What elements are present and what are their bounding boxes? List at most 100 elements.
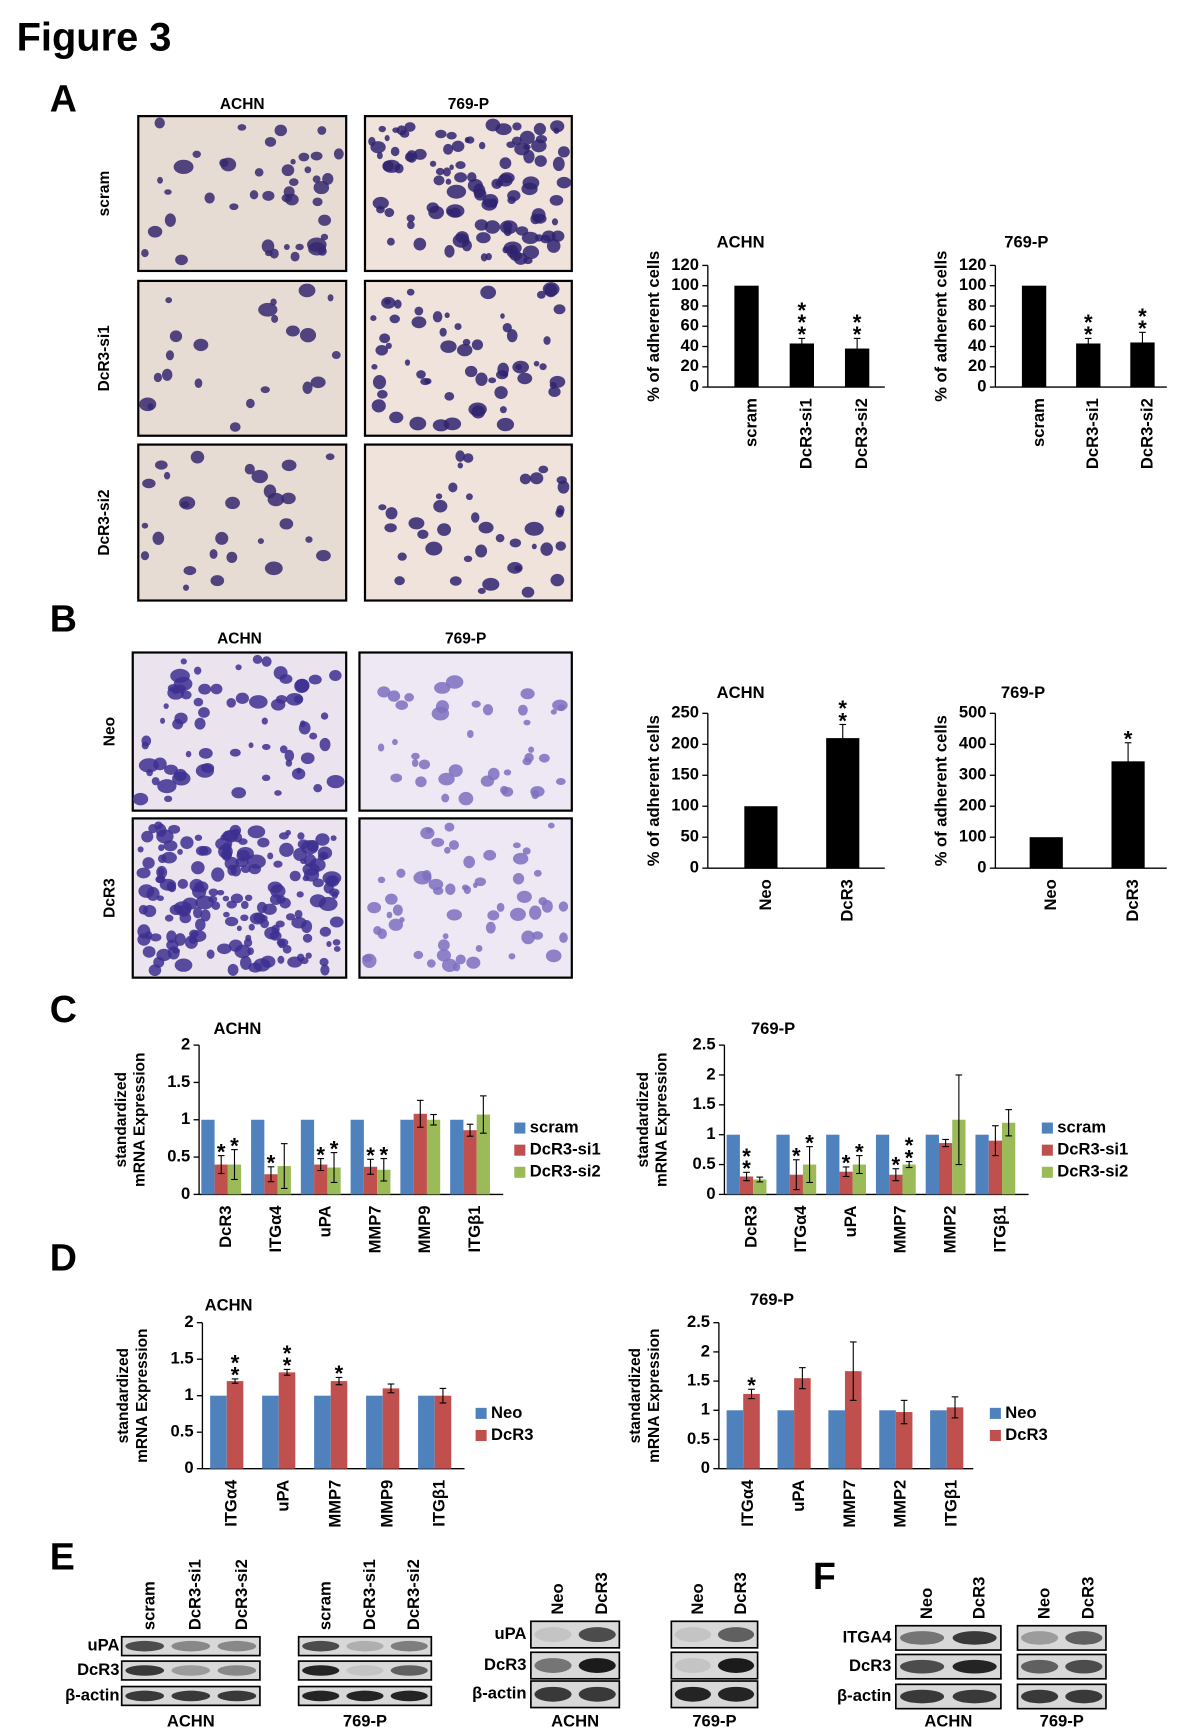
cell-blob [480, 253, 488, 262]
cell-blob [523, 719, 531, 726]
y-tick-label: 100 [959, 275, 987, 294]
cell-blob [154, 460, 168, 470]
cell-blob [302, 933, 313, 943]
cell-blob [312, 175, 321, 183]
cell-blob [484, 220, 501, 234]
cell-blob [283, 186, 295, 198]
cell-blob [522, 245, 540, 260]
cell-blob [274, 124, 288, 137]
cell-blob [555, 508, 564, 518]
cell-blob [313, 180, 330, 195]
cell-blob [244, 894, 253, 902]
cell-blob [516, 890, 532, 903]
cell-blob [438, 939, 450, 951]
significance-label: * [747, 1373, 756, 1398]
cell-blob [455, 161, 466, 169]
bar [300, 1119, 315, 1195]
cell-blob [282, 944, 292, 954]
cell-blob [396, 868, 406, 878]
cell-blob [370, 315, 377, 322]
bar [726, 1410, 744, 1469]
cell-blob [160, 717, 166, 724]
cell-blob [384, 298, 391, 305]
cell-blob [204, 192, 215, 204]
cell-blob [137, 846, 144, 853]
blot-band [171, 1640, 211, 1652]
cell-blob [514, 565, 522, 572]
cell-blob [404, 152, 415, 162]
y-tick-label: 0 [977, 858, 986, 877]
blot-band [217, 1665, 257, 1676]
blot-row-label: uPA [88, 1636, 120, 1655]
cell-blob [378, 504, 387, 511]
cell-blob [517, 704, 528, 716]
cell-blob [444, 846, 451, 854]
significance-label: * [335, 1361, 344, 1386]
cell-blob [404, 359, 411, 366]
cell-blob [438, 772, 455, 786]
cell-blob [235, 692, 249, 704]
cell-blob [448, 482, 458, 493]
column-label: 769-P [448, 96, 489, 113]
cell-blob [210, 683, 223, 695]
error-bar [317, 1158, 325, 1172]
blot-row-label: uPA [495, 1624, 527, 1643]
blot-strip [297, 1660, 433, 1681]
cell-blob [211, 901, 221, 910]
cell-blob [441, 793, 450, 803]
y-axis-label: % of adherent cells [644, 715, 663, 866]
cell-blob [553, 304, 566, 315]
blot-band [674, 1686, 712, 1702]
cell-blob [298, 152, 310, 162]
cell-blob [291, 916, 307, 929]
cell-blob [136, 867, 151, 879]
bar [363, 1166, 378, 1195]
blot-strip [120, 1635, 261, 1657]
blot-band [952, 1631, 997, 1645]
cell-blob [387, 690, 401, 702]
cell-blob [238, 838, 248, 845]
cell-blob [463, 453, 474, 463]
cell-blob [550, 709, 557, 715]
blot-band [171, 1690, 211, 1702]
cell-blob [247, 825, 266, 839]
cell-blob [411, 752, 420, 760]
blot-band [952, 1659, 997, 1674]
x-tick-label: MMP7 [840, 1480, 859, 1528]
cell-blob [389, 314, 400, 324]
significance-label: * [316, 1142, 325, 1167]
cell-blob [296, 891, 304, 898]
error-bar [849, 1341, 857, 1401]
blot-strip [1016, 1653, 1107, 1680]
legend-label: DcR3-si1 [530, 1140, 601, 1159]
cell-blob [533, 360, 540, 367]
blot-frame [120, 1660, 261, 1681]
cell-blob [385, 342, 392, 349]
cell-blob [399, 917, 405, 923]
blot-frame [297, 1635, 433, 1657]
significance-label: ** [853, 310, 862, 347]
cell-blob [557, 146, 570, 158]
blot-strip [530, 1680, 621, 1709]
error-bar [905, 1161, 913, 1169]
cell-blob [150, 933, 162, 942]
cell-blob [285, 325, 300, 337]
cell-blob [478, 521, 494, 534]
cell-blob [556, 176, 572, 189]
significance-label: ** [1084, 310, 1093, 347]
cell-blob [508, 953, 516, 960]
cell-blob [226, 900, 237, 909]
blot-band [302, 1665, 340, 1676]
cell-blob [283, 244, 290, 251]
cell-blob [392, 904, 403, 916]
cell-blob [417, 529, 429, 539]
y-tick-label: 2.5 [687, 1312, 710, 1331]
cell-blob [384, 523, 397, 533]
cell-blob [395, 700, 409, 710]
cell-blob [330, 835, 337, 841]
y-tick-label: 1.5 [693, 1094, 716, 1113]
cell-blob [538, 897, 548, 906]
cell-blob [439, 327, 447, 337]
cell-blob [538, 753, 550, 763]
